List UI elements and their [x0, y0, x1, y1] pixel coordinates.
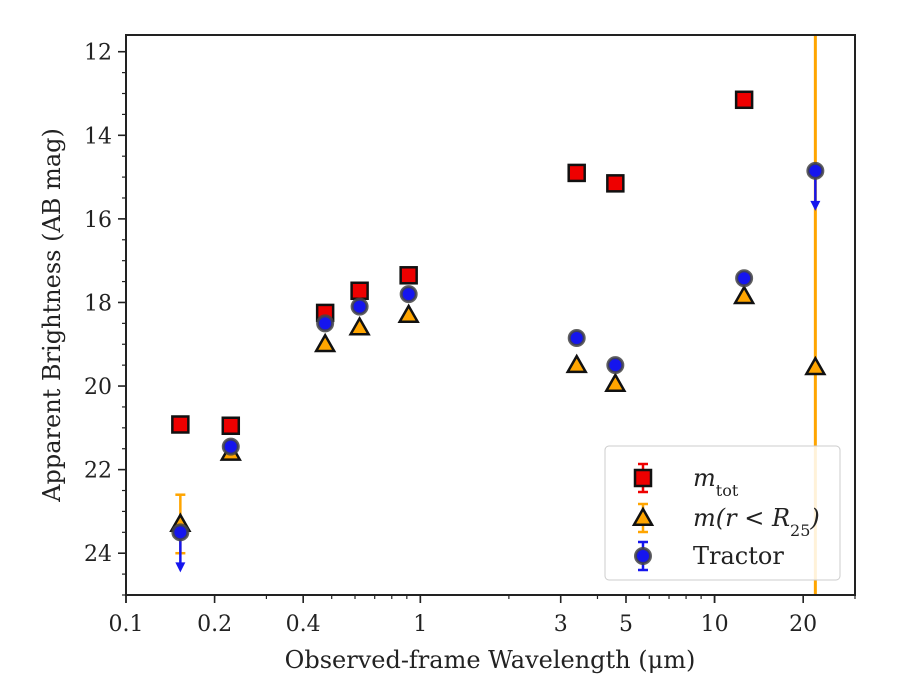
data-point-triangle — [604, 372, 627, 392]
data-point-square — [399, 266, 418, 285]
legend-label: m(r < R25) — [693, 504, 820, 540]
y-tick-label: 14 — [84, 124, 112, 149]
x-tick-label: 20 — [789, 612, 817, 637]
data-point-square — [734, 90, 754, 110]
x-tick-label: 1 — [413, 612, 427, 637]
legend-box — [604, 445, 841, 581]
x-tick-label: 0.4 — [286, 612, 321, 637]
y-tick-label: 12 — [84, 41, 112, 66]
x-tick-label: 0.1 — [109, 612, 144, 637]
data-point-circle — [606, 356, 625, 375]
y-axis: 12 14 16 18 20 22 24 — [84, 41, 126, 596]
x-tick-label: 3 — [554, 612, 568, 637]
upper-limit-arrow — [810, 200, 821, 211]
data-point-circle — [735, 269, 754, 288]
data-point-circle — [806, 161, 825, 180]
data-point-triangle — [804, 355, 827, 376]
legend-marker-circle — [634, 547, 652, 565]
data-point-circle — [171, 523, 190, 542]
x-axis: 0.1 0.2 0.4 1 3 5 10 20 — [109, 595, 856, 637]
y-tick-label: 22 — [84, 459, 112, 484]
data-point-triangle — [732, 284, 756, 305]
legend-label: mtot — [693, 464, 739, 500]
y-axis-label: Apparent Brightness (AB mag) — [38, 128, 66, 503]
data-point-triangle — [313, 332, 337, 353]
data-point-triangle — [348, 316, 371, 336]
data-point-square — [221, 416, 241, 435]
plot-frame — [125, 34, 856, 596]
data-point-triangle — [397, 303, 420, 323]
data-point-circle — [316, 314, 335, 333]
data-point-circle — [567, 328, 586, 347]
y-tick-label: 18 — [84, 291, 112, 316]
legend-marker-square — [633, 468, 653, 488]
x-axis-label: Observed-frame Wavelength (μm) — [285, 646, 696, 674]
chart-marks — [169, 35, 827, 595]
legend: mtot m(r < R25)Tractor — [604, 445, 841, 581]
data-point-circle — [399, 285, 418, 304]
legend-marker-triangle — [631, 506, 655, 526]
x-tick-label: 5 — [619, 612, 633, 637]
y-tick-label: 24 — [84, 542, 112, 567]
data-point-circle — [221, 437, 240, 456]
data-point-square — [567, 163, 586, 183]
x-tick-label: 0.2 — [197, 612, 232, 637]
y-tick-label: 20 — [84, 375, 112, 400]
upper-limit-arrow — [175, 562, 186, 573]
data-point-square — [171, 415, 190, 434]
data-point-circle — [350, 297, 369, 316]
data-point-square — [606, 174, 625, 193]
data-point-triangle — [565, 353, 588, 374]
data-point-square — [350, 281, 369, 301]
y-tick-label: 16 — [84, 208, 112, 233]
x-tick-label: 10 — [701, 612, 729, 637]
legend-label: Tractor — [693, 542, 784, 570]
